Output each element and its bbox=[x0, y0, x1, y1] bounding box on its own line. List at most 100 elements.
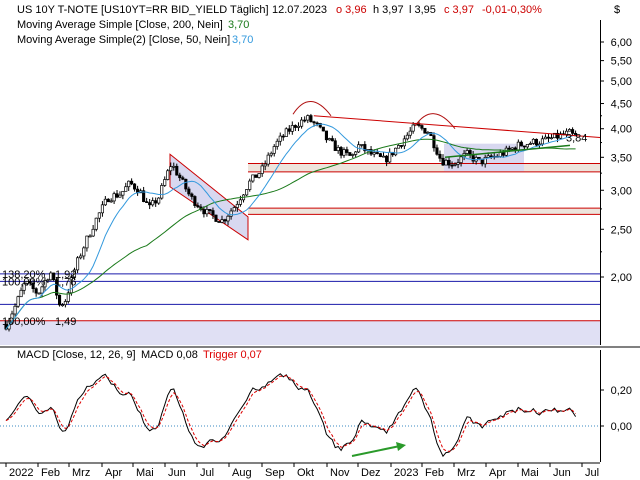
candle-body bbox=[142, 190, 146, 202]
candle-body bbox=[160, 185, 164, 199]
price-axis-label: 4,50 bbox=[611, 99, 632, 111]
candle-body bbox=[306, 115, 310, 121]
candle-body bbox=[109, 200, 113, 203]
candle-body bbox=[456, 162, 460, 165]
time-axis-label: Nov bbox=[330, 467, 350, 479]
candle-body bbox=[43, 280, 47, 288]
resistance-line bbox=[313, 115, 601, 138]
candle-body bbox=[63, 301, 67, 306]
candle-body bbox=[420, 125, 424, 129]
candle-body bbox=[321, 126, 325, 132]
candle-body bbox=[318, 123, 322, 128]
candle-body bbox=[405, 134, 409, 140]
candle-body bbox=[354, 151, 358, 155]
candle-body bbox=[66, 292, 70, 302]
candle-body bbox=[363, 144, 367, 152]
candle-body bbox=[426, 132, 430, 134]
price-axis-label: 2,00 bbox=[611, 272, 632, 284]
candle-body bbox=[40, 286, 44, 294]
candle-body bbox=[263, 163, 267, 167]
time-axis-label: Jul bbox=[585, 467, 599, 479]
time-axis-label: Mrz bbox=[457, 467, 475, 479]
ma50-line bbox=[5, 123, 576, 330]
fib-price-label: 1,92 bbox=[55, 269, 76, 281]
header-open: o 3,96 bbox=[336, 4, 367, 16]
candle-body bbox=[272, 146, 276, 154]
candle-body bbox=[528, 143, 532, 145]
candle-body bbox=[118, 194, 122, 198]
candle-body bbox=[345, 149, 349, 153]
time-axis-label: Jun bbox=[168, 467, 186, 479]
candle-body bbox=[435, 147, 439, 155]
time-axis-label: Aug bbox=[232, 467, 252, 479]
time-axis-label: Okt bbox=[297, 467, 314, 479]
candle-body bbox=[501, 152, 505, 156]
candle-body bbox=[498, 152, 502, 157]
candle-body bbox=[568, 129, 572, 132]
header-change: -0,01 bbox=[482, 4, 507, 16]
candle-body bbox=[450, 164, 454, 167]
candle-body bbox=[281, 135, 285, 138]
candle-body bbox=[76, 257, 80, 271]
candle-body bbox=[315, 122, 319, 125]
candle-body bbox=[303, 119, 307, 122]
candle-body bbox=[127, 180, 131, 188]
candle-body bbox=[121, 190, 125, 196]
time-axis-label: Mai bbox=[136, 467, 154, 479]
candle-body bbox=[396, 145, 401, 149]
candle-body bbox=[55, 279, 59, 296]
time-axis-label: 2023 bbox=[394, 467, 418, 479]
candle-body bbox=[510, 147, 514, 150]
candle-body bbox=[378, 153, 382, 157]
candle-body bbox=[483, 157, 487, 165]
legend-macd-label: MACD [Close, 12, 26, 9] bbox=[17, 349, 136, 361]
macd-axis-label: 0,20 bbox=[611, 385, 632, 397]
candle-body bbox=[372, 152, 376, 155]
time-axis-label: Jul bbox=[200, 467, 214, 479]
candle-body bbox=[459, 156, 463, 163]
fib-price-label: 1,76 bbox=[55, 276, 76, 288]
candle-body bbox=[79, 255, 83, 259]
fib-price-label: 1,49 bbox=[55, 316, 76, 328]
macd-axis-label: 0,00 bbox=[611, 421, 632, 433]
candle-body bbox=[154, 200, 158, 204]
macd-axis-line bbox=[600, 350, 601, 462]
candle-body bbox=[360, 144, 364, 146]
candle-body bbox=[290, 125, 294, 132]
candle-body bbox=[22, 283, 26, 291]
candle-body bbox=[94, 217, 98, 230]
candle-body bbox=[211, 210, 215, 216]
time-axis-label: Apr bbox=[489, 467, 506, 479]
candle-body bbox=[260, 165, 264, 174]
header-date: 12.07.2023 bbox=[272, 4, 327, 16]
candle-body bbox=[25, 281, 29, 284]
candle-body bbox=[124, 186, 128, 192]
header-change-pct: -0,30% bbox=[507, 4, 542, 16]
price-axis-label: 3,00 bbox=[611, 185, 632, 197]
header-low: l 3,95 bbox=[409, 4, 436, 16]
price-axis-label: 3,50 bbox=[611, 152, 632, 164]
triangle-support bbox=[444, 144, 571, 159]
candle-body bbox=[97, 212, 101, 219]
candle-body bbox=[549, 137, 554, 140]
band-zone-3-3 bbox=[248, 163, 600, 172]
candle-body bbox=[278, 135, 282, 142]
candle-body bbox=[205, 209, 209, 215]
legend-macd-value: MACD 0,08 bbox=[141, 349, 198, 361]
candle-body bbox=[82, 247, 86, 257]
candle-body bbox=[546, 136, 551, 139]
candle-body bbox=[37, 292, 41, 295]
candle-body bbox=[34, 288, 38, 294]
candle-body bbox=[558, 133, 563, 139]
candle-body bbox=[16, 296, 20, 307]
candle-body bbox=[49, 272, 53, 281]
candle-body bbox=[327, 138, 331, 141]
candle-body bbox=[145, 201, 149, 203]
time-axis-label: Apr bbox=[105, 467, 122, 479]
candle-body bbox=[208, 209, 212, 211]
time-axis-label: Mrz bbox=[72, 467, 90, 479]
candle-body bbox=[187, 188, 191, 195]
candle-body bbox=[531, 138, 535, 144]
ma200-line bbox=[5, 138, 576, 330]
